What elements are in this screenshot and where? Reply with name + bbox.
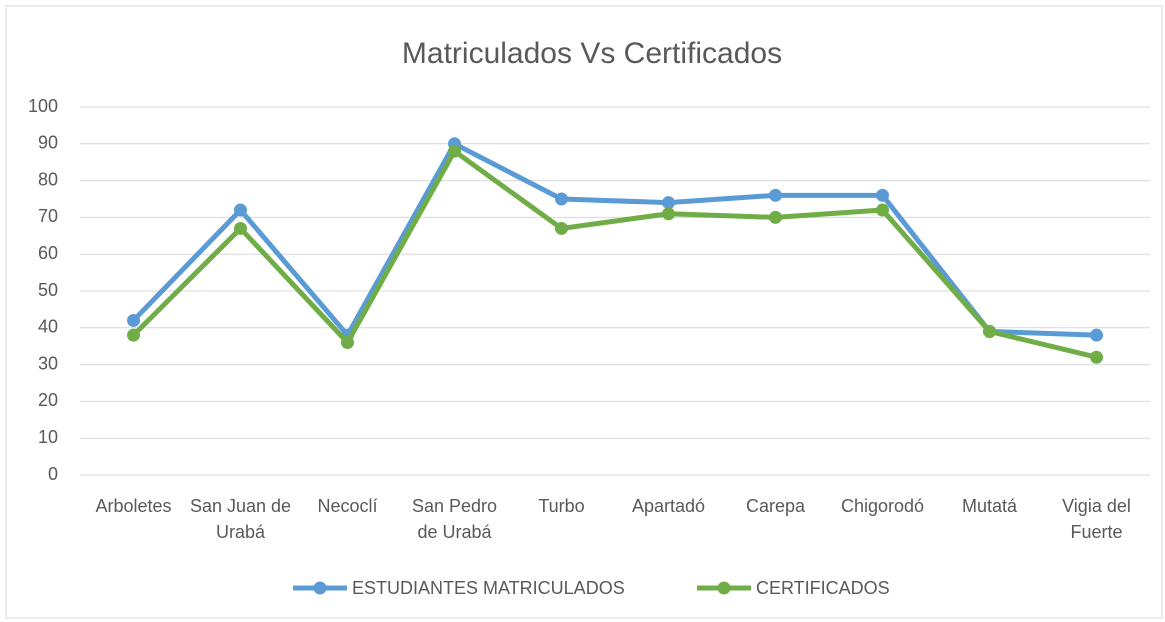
- data-point: [127, 328, 140, 342]
- legend-label: CERTIFICADOS: [756, 578, 890, 598]
- chart-border: [5, 5, 1163, 619]
- x-tick-label: Vigia del Fuerte: [1062, 496, 1131, 542]
- data-point: [1090, 328, 1103, 342]
- x-tick-label: Carepa: [745, 496, 806, 516]
- y-tick-label: 0: [48, 464, 58, 484]
- x-tick-label: Necoclí: [317, 496, 378, 516]
- data-point: [127, 313, 140, 327]
- data-point: [769, 188, 782, 202]
- x-tick-label: San Juan de Urabá: [189, 496, 292, 542]
- data-point: [234, 221, 247, 235]
- legend-marker: [313, 581, 327, 595]
- data-point: [876, 188, 889, 202]
- data-point: [234, 203, 247, 217]
- series-line: [131, 141, 1097, 338]
- legend-label: ESTUDIANTES MATRICULADOS: [352, 578, 625, 598]
- y-tick-label: 90: [38, 133, 58, 153]
- data-point: [876, 203, 889, 217]
- data-point: [662, 207, 675, 221]
- data-point: [1090, 350, 1103, 364]
- y-tick-label: 20: [38, 390, 58, 410]
- x-tick-label: Turbo: [538, 496, 585, 516]
- y-tick-label: 80: [38, 169, 58, 189]
- x-tick-label: Chigorodó: [840, 496, 925, 516]
- x-tick-label: Apartadó: [631, 496, 706, 516]
- data-point: [555, 221, 568, 235]
- x-tick-label: Mutatá: [961, 496, 1018, 516]
- y-tick-label: 30: [38, 353, 58, 373]
- x-tick-label: San Pedro de Urabá: [411, 496, 498, 542]
- y-tick-label: 10: [38, 427, 58, 447]
- y-tick-label: 40: [38, 317, 58, 337]
- y-tick-label: 100: [28, 96, 58, 116]
- data-point: [983, 324, 996, 338]
- y-tick-label: 60: [38, 243, 58, 263]
- data-point: [448, 144, 461, 158]
- y-tick-label: 70: [38, 206, 58, 226]
- y-tick-label: 50: [38, 280, 58, 300]
- data-point: [341, 336, 354, 350]
- legend-marker: [717, 581, 731, 595]
- chart-title: Matriculados Vs Certificados: [402, 37, 782, 70]
- data-point: [555, 192, 568, 206]
- x-tick-label: Arboletes: [95, 496, 172, 516]
- series-line: [131, 148, 1098, 360]
- data-point: [769, 210, 782, 224]
- data-point: [662, 196, 675, 210]
